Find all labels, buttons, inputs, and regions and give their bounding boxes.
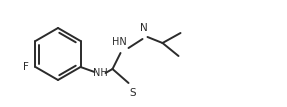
- Text: S: S: [129, 88, 136, 98]
- Text: NH: NH: [93, 68, 108, 78]
- Text: F: F: [23, 62, 28, 72]
- Text: N: N: [140, 23, 148, 33]
- Text: HN: HN: [112, 37, 127, 47]
